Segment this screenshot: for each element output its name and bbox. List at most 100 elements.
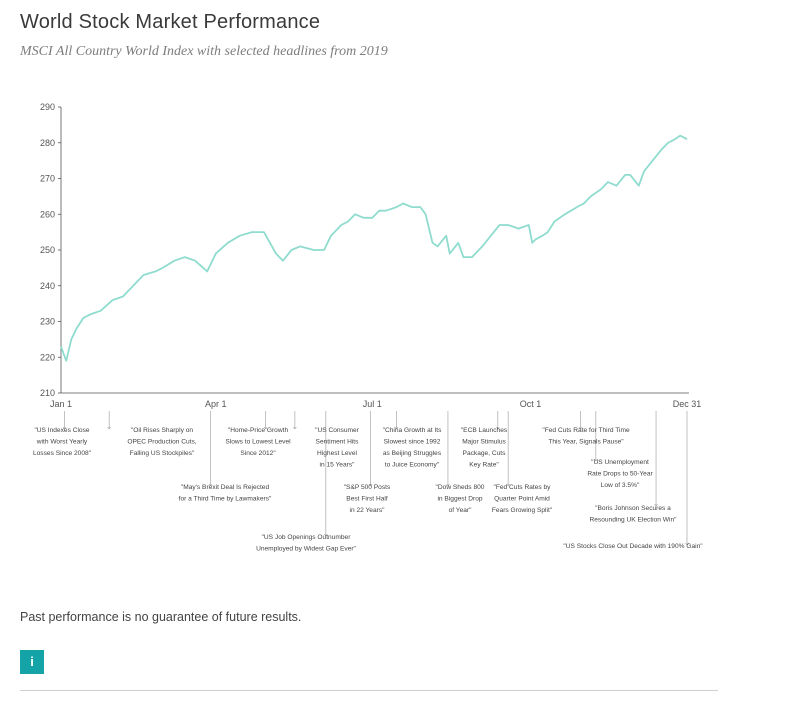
annotation-arrow — [64, 426, 67, 430]
index-series-line — [60, 134, 688, 362]
headline-annotation: "China Growth at Its Slowest since 1992 as… — [383, 411, 442, 469]
annotation-text-line: Unemployed by Widest Gap Ever" — [256, 546, 356, 553]
annotation-arrow — [507, 483, 510, 487]
footer-divider — [20, 690, 718, 691]
annotation-arrow — [446, 483, 449, 487]
y-tick-label: 250 — [40, 245, 55, 255]
annotation-text: "Home-Price Growth Slows to Lowest Level S… — [225, 427, 291, 457]
annotation-text-line: Falling US Stockpiles" — [130, 450, 195, 457]
annotation-text: "S&P 500 Posts Best First Half in 22 Years… — [344, 484, 391, 514]
annotation-text-line: "ECB Launches — [461, 427, 508, 434]
annotation-arrow — [324, 533, 327, 537]
y-tick-label: 270 — [40, 174, 55, 184]
annotation-text-line: "May's Brexit Deal Is Rejected — [181, 484, 270, 491]
annotation-arrow — [655, 503, 658, 507]
annotation-arrow — [578, 426, 581, 430]
annotation-arrow — [265, 426, 268, 430]
annotation-text: "ECB Launches Major Stimulus Package, Cuts… — [461, 427, 508, 469]
annotation-text-line: "Home-Price Growth — [228, 427, 289, 434]
annotation-text-line: as Beijing Struggles — [383, 450, 442, 457]
annotation-text-line: Fears Growing Split" — [492, 507, 553, 514]
headline-annotation: "US Stocks Close Out Decade with 190% Ga… — [563, 411, 703, 550]
headline-annotation: "US Consumer Sentiment Hits Highest Level i… — [293, 411, 360, 469]
headline-annotation: "Fed Cuts Rates by Quarter Point Amid Fear… — [492, 411, 553, 514]
annotation-text-line: "Fed Cuts Rate for Third Time — [542, 427, 630, 434]
annotation-text: "Fed Cuts Rate for Third Time This Year, … — [542, 427, 630, 446]
annotation-arrow — [325, 533, 328, 537]
annotation-text: "US Unemployment Rate Drops to 50-Year Low… — [587, 459, 653, 489]
annotation-text-line: "Boris Johnson Secures a — [595, 505, 671, 512]
headline-annotation: "US Indexes Close with Worst Yearly Losses… — [33, 411, 92, 457]
annotation-arrow — [368, 483, 371, 487]
headline-annotation: "May's Brexit Deal Is Rejected for a Thir… — [179, 411, 272, 503]
annotation-text-line: in Biggest Drop — [437, 496, 482, 503]
annotation-arrow — [210, 483, 213, 487]
annotation-text-line: OPEC Production Cuts, — [127, 439, 196, 446]
annotation-text-line: "US Unemployment — [591, 459, 649, 466]
headline-annotation: "US Job Openings Outnumber Unemployed by … — [256, 411, 357, 553]
annotation-text-line: "US Job Openings Outnumber — [262, 534, 352, 541]
stock-line-chart: 210 220 230 240 250 260 270 280 290 Jan 1 Apr 1 Jul… — [33, 102, 703, 553]
headline-annotation: "Oil Rises Sharply on OPEC Production Cut… — [107, 411, 197, 457]
annotation-arrow — [396, 426, 399, 430]
info-button[interactable]: i — [20, 650, 44, 674]
x-tick-label: Jul 1 — [363, 399, 382, 409]
annotation-text-line: "US Consumer — [315, 427, 360, 434]
annotation-arrow — [294, 426, 297, 430]
annotation-arrow — [654, 503, 657, 507]
annotation-arrow — [208, 483, 211, 487]
annotation-text: "China Growth at Its Slowest since 1992 as… — [383, 427, 442, 469]
annotation-arrow — [370, 483, 373, 487]
annotation-text-line: with Worst Yearly — [36, 439, 88, 446]
annotation-arrow — [595, 458, 598, 462]
annotation-text-line: "China Growth at Its — [383, 427, 442, 434]
annotation-text-line: in 22 Years" — [350, 507, 386, 514]
headline-annotations: "US Indexes Close with Worst Yearly Losses… — [33, 411, 703, 553]
annotation-text-line: Package, Cuts — [463, 450, 507, 457]
chart-plot-area — [60, 134, 688, 362]
x-tick-label: Dec 31 — [673, 399, 702, 409]
annotation-text: "Fed Cuts Rates by Quarter Point Amid Fear… — [492, 484, 553, 514]
annotation-text-line: "US Stocks Close Out Decade with 190% Ga… — [563, 543, 703, 550]
annotation-text-line: "Fed Cuts Rates by — [494, 484, 552, 491]
annotation-arrow — [497, 426, 500, 430]
annotation-text-line: of Year" — [449, 507, 473, 514]
annotation-text-line: "S&P 500 Posts — [344, 484, 391, 491]
headline-annotation: "Boris Johnson Secures a Resounding UK El… — [589, 411, 677, 524]
annotation-text-line: in 15 Years" — [320, 462, 356, 469]
annotation-text: "US Stocks Close Out Decade with 190% Ga… — [563, 543, 703, 550]
annotation-text-line: Highest Level — [317, 450, 357, 457]
annotation-text-line: Losses Since 2008" — [33, 450, 92, 457]
annotation-text-line: Resounding UK Election Win" — [589, 517, 677, 524]
annotation-text-line: Sentiment Hits — [316, 439, 360, 446]
page-title: World Stock Market Performance — [20, 11, 321, 33]
annotation-text-line: Rate Drops to 50-Year — [587, 471, 653, 478]
annotation-arrow — [108, 426, 111, 430]
y-tick-label: 280 — [40, 138, 55, 148]
headline-annotation: "US Unemployment Rate Drops to 50-Year Low… — [587, 411, 653, 489]
annotation-arrow — [594, 458, 597, 462]
annotation-text-line: Key Rate" — [469, 462, 499, 469]
annotation-arrow — [263, 426, 266, 430]
annotation-arrow — [293, 426, 296, 430]
annotation-text-line: Since 2012" — [240, 450, 276, 457]
annotation-text-line: Low of 3.5%" — [601, 482, 640, 489]
headline-annotation: "Dow Sheds 800 in Biggest Drop of Year" — [436, 411, 485, 514]
x-tick-label: Jan 1 — [50, 399, 72, 409]
x-tick-label: Apr 1 — [205, 399, 227, 409]
annotation-arrow — [496, 426, 499, 430]
annotation-text-line: Slows to Lowest Level — [225, 439, 291, 446]
annotation-text-line: Quarter Point Amid — [494, 496, 550, 503]
y-tick-label: 210 — [40, 388, 55, 398]
annotation-arrow — [580, 426, 583, 430]
annotation-text: "May's Brexit Deal Is Rejected for a Thir… — [179, 484, 272, 503]
annotation-text: "Oil Rises Sharply on OPEC Production Cut… — [127, 427, 196, 457]
annotation-text-line: "US Indexes Close — [34, 427, 89, 434]
annotation-text-line: Major Stimulus — [462, 439, 506, 446]
headline-annotation: "S&P 500 Posts Best First Half in 22 Years… — [344, 411, 391, 514]
annotation-text-line: "Oil Rises Sharply on — [131, 427, 193, 434]
x-tick-label: Oct 1 — [520, 399, 542, 409]
page-subtitle: MSCI All Country World Index with select… — [20, 44, 388, 59]
headline-annotation: "Home-Price Growth Slows to Lowest Level S… — [225, 411, 291, 457]
chart-axes: 210 220 230 240 250 260 270 280 290 Jan 1 Apr 1 Jul… — [40, 102, 701, 409]
